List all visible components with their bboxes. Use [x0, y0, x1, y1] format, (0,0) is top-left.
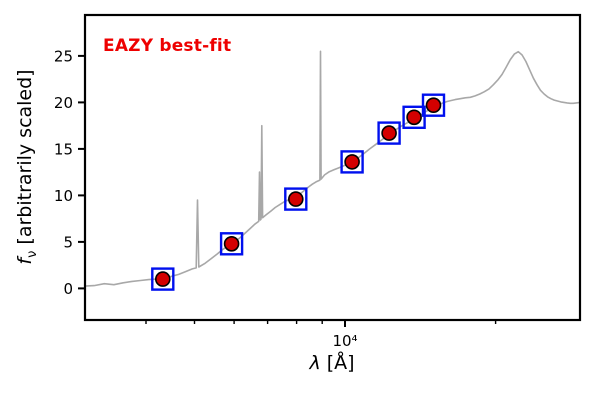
template-flux-square [151, 267, 175, 291]
template-flux-square [340, 150, 364, 174]
x-tick-label: 10⁴ [332, 332, 357, 350]
axes-frame [83, 13, 582, 322]
template-flux-square [421, 93, 446, 117]
template-flux-square [219, 232, 244, 256]
x-axis-lambda-symbol: λ [309, 352, 321, 374]
y-axis-nu-subscript: ν [24, 250, 40, 258]
observed-flux-point [381, 125, 397, 141]
x-axis-units: [Å] [320, 352, 355, 374]
template-flux-square [284, 187, 308, 211]
y-axis-f-symbol: f [14, 257, 37, 265]
y-tick-label: 25 [54, 47, 73, 65]
y-tick-label: 15 [54, 140, 73, 158]
observed-flux-point [155, 271, 171, 287]
observed-flux-point [287, 191, 304, 207]
best-fit-annotation: EAZY best-fit [103, 36, 232, 56]
y-axis-label: fν [arbitrarily scaled] [14, 69, 40, 264]
observed-flux-point [223, 236, 240, 252]
y-tick-label: 10 [54, 187, 73, 205]
y-axis-units: [arbitrarily scaled] [14, 69, 37, 251]
observed-flux-point [344, 154, 360, 170]
template-flux-square [402, 105, 426, 130]
y-tick-label: 0 [63, 280, 73, 298]
observed-flux-point [406, 109, 422, 126]
observed-flux-point [425, 97, 442, 113]
model-spectrum-line [84, 50, 581, 287]
y-tick-label: 5 [63, 233, 73, 251]
y-tick-label: 20 [54, 94, 73, 112]
x-axis-label: λ [Å] [309, 352, 354, 374]
template-flux-square [377, 121, 401, 145]
